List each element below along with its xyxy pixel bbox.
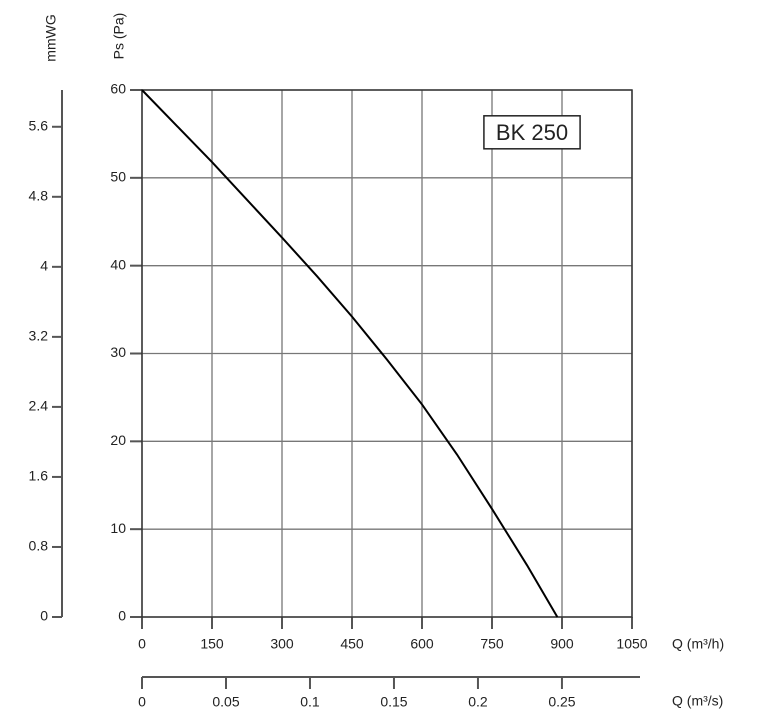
y-tick-label: 0 <box>118 608 126 624</box>
x2-tick-label: 0.25 <box>548 694 575 710</box>
x2-tick-label: 0.15 <box>380 694 407 710</box>
x2-axis-label: Q (m³/s) <box>672 693 723 709</box>
x-tick-label: 450 <box>340 636 364 652</box>
x-tick-label: 750 <box>480 636 504 652</box>
y2-tick-label: 3.2 <box>29 328 49 344</box>
y2-tick-label: 2.4 <box>29 398 49 414</box>
y-tick-label: 30 <box>110 344 126 360</box>
y-tick-label: 50 <box>110 169 126 185</box>
fan-curve <box>141 89 559 618</box>
x2-tick-label: 0.2 <box>468 694 488 710</box>
y2-tick-label: 4.8 <box>29 188 49 204</box>
x-tick-label: 1050 <box>616 636 647 652</box>
y-tick-label: 20 <box>110 432 126 448</box>
x2-tick-label: 0.05 <box>212 694 239 710</box>
x-tick-label: 150 <box>200 636 224 652</box>
x-tick-label: 300 <box>270 636 294 652</box>
y2-axis-label: mmWG <box>43 14 59 61</box>
y2-tick-label: 5.6 <box>29 117 49 133</box>
annotation-box <box>483 115 581 150</box>
plot-frame <box>141 89 633 618</box>
y-tick-label: 60 <box>110 81 126 97</box>
y2-tick-label: 0 <box>40 608 48 624</box>
x-axis-label: Q (m³/h) <box>672 636 724 652</box>
y2-tick-label: 1.6 <box>29 468 49 484</box>
y2-tick-label: 4 <box>40 258 48 274</box>
y-tick-label: 40 <box>110 256 126 272</box>
x2-tick-label: 0.1 <box>300 694 320 710</box>
x-tick-label: 0 <box>138 636 146 652</box>
x2-tick-label: 0 <box>138 694 146 710</box>
annotation: BK 250 <box>496 120 568 145</box>
y2-tick-label: 0.8 <box>29 538 49 554</box>
y-axis-label: Ps (Pa) <box>111 13 127 60</box>
y-tick-label: 10 <box>110 520 126 536</box>
x-tick-label: 900 <box>550 636 574 652</box>
x-tick-label: 600 <box>410 636 434 652</box>
